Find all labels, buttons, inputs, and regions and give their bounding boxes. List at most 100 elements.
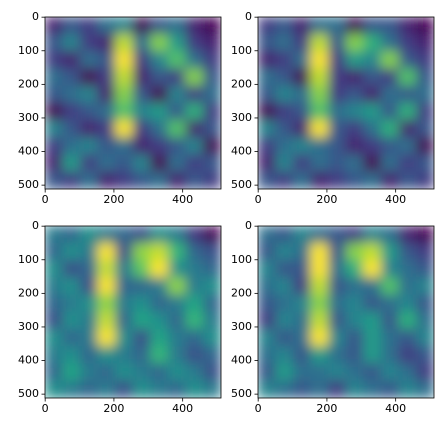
heatmap-cell	[363, 242, 382, 261]
heatmap-cell	[380, 380, 400, 398]
heatmap-cell	[275, 102, 294, 121]
heatmap-cell	[115, 294, 134, 313]
heatmap-cell	[258, 17, 276, 35]
heatmap-cell	[328, 17, 347, 35]
heatmap-cell	[132, 277, 151, 296]
heatmap-cell	[167, 294, 187, 313]
heatmap-cell	[328, 346, 347, 364]
heatmap-cell	[328, 68, 347, 87]
heatmap-cell	[79, 277, 99, 296]
heatmap-cell	[115, 119, 134, 138]
heatmap-cell	[328, 154, 347, 173]
heatmap-cell	[292, 154, 312, 173]
heatmap-cell	[398, 363, 417, 382]
heatmap-cell	[79, 154, 99, 173]
heatmap-cell	[203, 171, 221, 189]
heatmap-cell	[97, 85, 116, 104]
heatmap-cell	[345, 154, 364, 173]
x-tick-label: 200	[316, 193, 337, 206]
heatmap-cell	[185, 154, 204, 173]
heatmap-cell	[275, 154, 294, 173]
heatmap-cell	[416, 171, 434, 189]
heatmap-cell	[275, 328, 294, 347]
heatmap-cell	[416, 137, 434, 155]
heatmap-cell	[380, 51, 400, 69]
heatmap-cell	[62, 33, 81, 52]
heatmap-cell	[310, 102, 329, 121]
x-tick-label: 0	[255, 193, 262, 206]
heatmap-cell	[416, 51, 434, 69]
heatmap-cell	[132, 260, 151, 278]
heatmap-cell	[258, 137, 276, 155]
heatmap-cell	[398, 171, 417, 189]
heatmap-cell	[132, 17, 151, 35]
heatmap-cell	[150, 311, 169, 330]
heatmap-cell	[167, 311, 187, 330]
heatmap-cell	[292, 346, 312, 364]
heatmap-cell	[416, 154, 434, 173]
y-tick-label: 0	[32, 10, 39, 23]
heatmap-cell	[310, 68, 329, 87]
y-tick-label: 0	[245, 219, 252, 232]
heatmap-cell	[132, 154, 151, 173]
heatmap-cell	[398, 119, 417, 138]
heatmap-cell	[398, 260, 417, 278]
heatmap-cell	[380, 260, 400, 278]
heatmap-cell	[310, 260, 329, 278]
y-tick-label: 400	[18, 145, 39, 158]
heatmap-cell	[363, 33, 382, 52]
heatmap-cell	[310, 328, 329, 347]
heatmap-cell	[185, 119, 204, 138]
heatmap-cell	[45, 260, 63, 278]
heatmap-cell	[150, 226, 169, 244]
heatmap-cell	[150, 363, 169, 382]
heatmap-cell	[79, 346, 99, 364]
heatmap-cell	[328, 260, 347, 278]
heatmap-cell	[115, 242, 134, 261]
heatmap-cell	[62, 226, 81, 244]
axes: 0 200 400 0 100 200 300 400 500	[18, 10, 222, 206]
heatmap-cell	[363, 363, 382, 382]
heatmap-cell	[115, 17, 134, 35]
heatmap-cell	[258, 51, 276, 69]
heatmap-cell	[328, 119, 347, 138]
heatmap-cell	[292, 102, 312, 121]
heatmap-cell	[328, 277, 347, 296]
heatmap-cell	[150, 380, 169, 398]
heatmap-cell	[363, 154, 382, 173]
y-tick-label: 300	[231, 111, 252, 124]
heatmap-cell	[79, 119, 99, 138]
heatmap-cell	[292, 380, 312, 398]
heatmap-cell	[328, 226, 347, 244]
heatmap-cell	[132, 137, 151, 155]
heatmap-cell	[203, 380, 221, 398]
heatmap-cell	[185, 328, 204, 347]
heatmap-cell	[275, 311, 294, 330]
heatmap-cell	[132, 171, 151, 189]
heatmap-cell	[115, 260, 134, 278]
heatmap-cell	[416, 380, 434, 398]
heatmap-cell	[79, 17, 99, 35]
x-tick-label: 0	[255, 402, 262, 415]
heatmap-cell	[258, 119, 276, 138]
heatmap-cell	[45, 363, 63, 382]
heatmap-cell	[328, 363, 347, 382]
heatmap-cell	[79, 363, 99, 382]
heatmap-cell	[363, 277, 382, 296]
heatmap-cell	[203, 226, 221, 244]
heatmap-cell	[167, 154, 187, 173]
heatmap-cell	[97, 51, 116, 69]
heatmap-cell	[380, 85, 400, 104]
heatmap-cell	[79, 328, 99, 347]
heatmap-cell	[328, 294, 347, 313]
heatmap-cell	[132, 380, 151, 398]
heatmap-cell	[416, 328, 434, 347]
heatmap-cell	[185, 226, 204, 244]
heatmap-cell	[79, 311, 99, 330]
heatmap-cell	[150, 17, 169, 35]
heatmap-cell	[97, 33, 116, 52]
heatmap-cell	[292, 363, 312, 382]
axes-frame	[44, 225, 222, 399]
heatmap-cell	[258, 294, 276, 313]
heatmap-cell	[62, 154, 81, 173]
